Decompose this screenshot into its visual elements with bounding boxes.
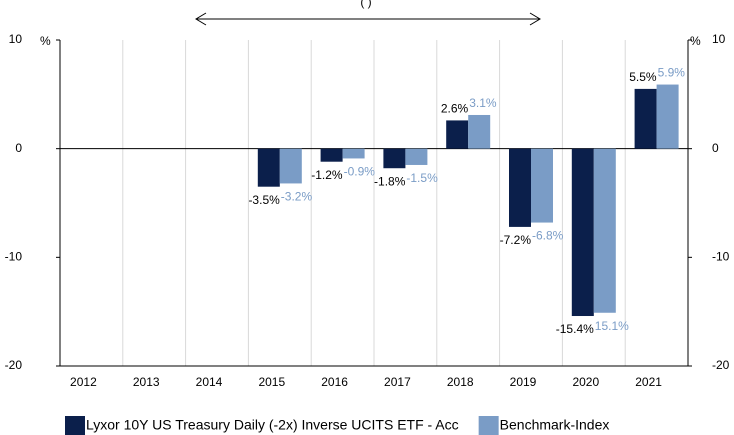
y2-tick-label: 10 — [712, 32, 726, 46]
data-label: -1.8% — [374, 174, 406, 188]
data-label: 3.1% — [469, 96, 497, 110]
data-label: -1.5% — [406, 171, 438, 185]
bar — [468, 114, 491, 149]
data-label: -3.5% — [248, 193, 280, 207]
data-label: -3.2% — [281, 190, 313, 204]
bar — [446, 120, 469, 149]
data-label: 5.9% — [658, 66, 686, 80]
bar — [656, 84, 679, 149]
bar — [383, 148, 406, 169]
data-label: 5.5% — [629, 70, 657, 84]
legend-label: Lyxor 10Y US Treasury Daily (-2x) Invers… — [86, 417, 459, 433]
bar — [279, 148, 302, 184]
y-tick-label: 0 — [15, 141, 22, 155]
annotation: ( ) — [360, 0, 371, 9]
x-tick-label: 2012 — [70, 375, 97, 389]
y2-tick-label: -20 — [712, 358, 730, 372]
bar — [509, 148, 531, 227]
bar — [320, 148, 343, 162]
data-label: 2.6% — [441, 102, 469, 116]
x-tick-label: 2020 — [572, 375, 599, 389]
x-tick-label: 2018 — [447, 375, 474, 389]
bar — [593, 148, 616, 313]
y2-tick-label: 0 — [712, 141, 719, 155]
x-tick-label: 2016 — [321, 375, 348, 389]
y2-unit: % — [690, 34, 701, 48]
y-tick-label: -20 — [5, 358, 23, 372]
data-label: -7.2% — [500, 233, 532, 247]
legend-swatch — [65, 416, 85, 435]
bar — [405, 148, 428, 165]
y-unit: % — [40, 34, 51, 48]
data-label: -0.9% — [344, 165, 376, 179]
legend-label: Benchmark-Index — [500, 417, 610, 433]
y2-tick-label: -10 — [712, 250, 730, 264]
x-tick-label: 2015 — [258, 375, 285, 389]
data-label: -6.8% — [532, 229, 564, 243]
data-label: 15.1% — [595, 319, 629, 333]
bar — [257, 148, 280, 187]
x-tick-label: 2017 — [384, 375, 411, 389]
x-tick-label: 2021 — [635, 375, 662, 389]
x-tick-label: 2014 — [196, 375, 223, 389]
arrow-heads — [195, 12, 541, 26]
bar — [571, 148, 594, 317]
y-tick-label: -10 — [5, 250, 23, 264]
x-tick-label: 2013 — [133, 375, 160, 389]
data-label: -1.2% — [311, 168, 343, 182]
x-tick-label: 2019 — [510, 375, 537, 389]
data-label: -15.4% — [556, 322, 594, 336]
legend-swatch — [478, 416, 499, 435]
bar — [531, 148, 553, 223]
y-tick-label: 10 — [9, 32, 23, 46]
bar — [342, 148, 365, 159]
bar — [634, 88, 657, 149]
